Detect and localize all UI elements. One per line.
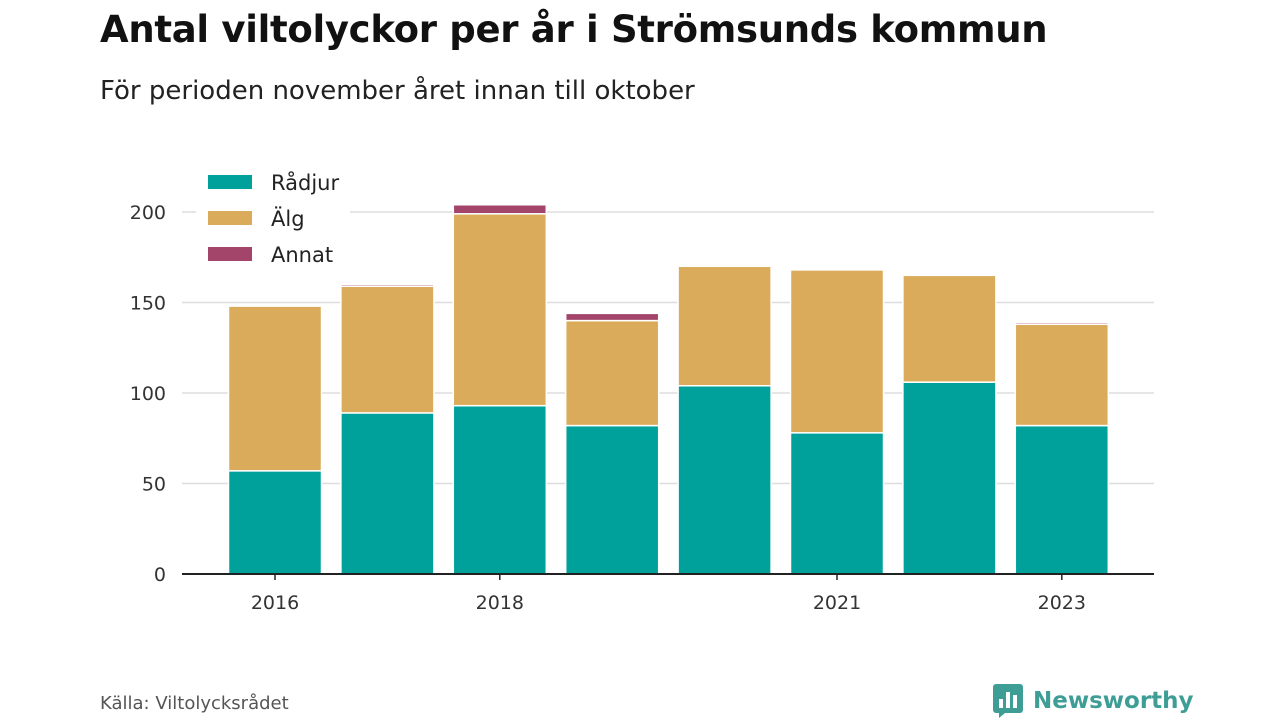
legend: Rådjur Älg Annat — [196, 164, 350, 270]
source-note: Källa: Viltolycksrådet — [100, 693, 289, 714]
bar-segment-radjur — [452, 404, 548, 575]
brand-logo: Newsworthy — [993, 684, 1194, 718]
y-tick-label: 0 — [154, 564, 166, 586]
brand-name: Newsworthy — [1033, 688, 1194, 714]
bar-segment-alg — [452, 213, 548, 407]
bar-segment-radjur — [227, 470, 323, 575]
chart-title: Antal viltolyckor per år i Strömsunds ko… — [100, 8, 1048, 51]
bars — [227, 204, 1110, 575]
bar-segment-alg — [1014, 323, 1110, 427]
legend-label: Rådjur — [271, 170, 339, 195]
bar-segment-alg — [340, 285, 435, 414]
bar-segment-annat — [1014, 321, 1110, 325]
legend-swatch — [208, 211, 252, 225]
legend-swatch — [208, 247, 252, 261]
x-tick-label: 2016 — [251, 592, 299, 614]
bar-segment-annat — [564, 312, 660, 322]
y-tick-label: 50 — [142, 474, 166, 496]
axes: 0 50 100 150 200 2016 2018 2021 2023 — [130, 202, 1154, 614]
x-tick-label: 2021 — [813, 592, 861, 614]
bar-segment-alg — [564, 319, 660, 427]
bar-segment-annat — [340, 283, 435, 287]
legend-label: Annat — [271, 243, 333, 267]
x-tick-label: 2018 — [476, 592, 524, 614]
bar-segment-alg — [902, 274, 997, 383]
bar-segment-radjur — [789, 432, 885, 575]
bar-chart-logo-icon — [993, 684, 1023, 718]
bar-segment-alg — [789, 269, 885, 434]
y-tick-label: 150 — [130, 293, 166, 315]
bar-segment-radjur — [340, 412, 435, 575]
y-tick-label: 200 — [130, 202, 166, 224]
bar-segment-annat — [452, 204, 548, 215]
bar-segment-radjur — [564, 424, 660, 575]
chart-subtitle: För perioden november året innan till ok… — [100, 76, 695, 106]
legend-swatch — [208, 175, 252, 189]
bar-segment-alg — [227, 305, 323, 472]
bar-segment-radjur — [902, 381, 997, 575]
legend-label: Älg — [271, 206, 305, 231]
stacked-bar-chart: 0 50 100 150 200 2016 2018 2021 2023 Rådjur Älg An… — [129, 164, 1154, 614]
bar-segment-radjur — [677, 385, 772, 575]
bar-segment-alg — [677, 265, 772, 387]
y-tick-label: 100 — [130, 383, 166, 405]
bar-segment-radjur — [1014, 424, 1110, 575]
x-tick-label: 2023 — [1038, 592, 1086, 614]
